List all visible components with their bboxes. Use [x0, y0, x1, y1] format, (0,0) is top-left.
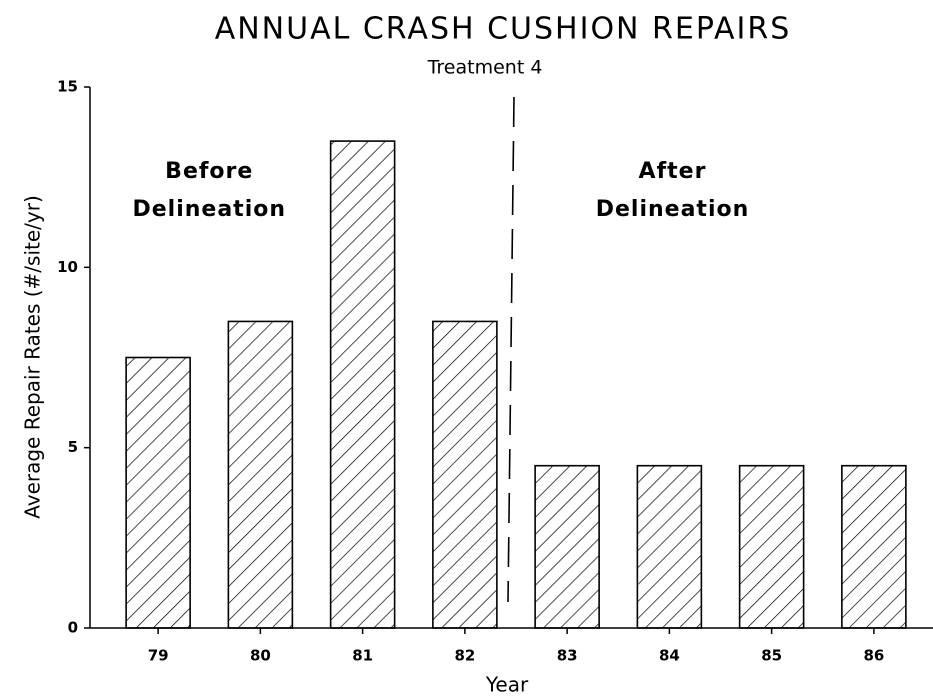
bar — [432, 320, 498, 629]
x-tick-label: 86 — [863, 647, 884, 665]
y-axis-label: Average Repair Rates (#/site/yr) — [21, 195, 45, 519]
chart-title: ANNUAL CRASH CUSHION REPAIRS — [215, 12, 792, 47]
y-tick-label: 0 — [68, 619, 78, 637]
x-tick-label: 81 — [352, 647, 373, 665]
x-axis-label: Year — [485, 673, 529, 697]
bar — [738, 464, 805, 629]
x-tick-label: 82 — [454, 647, 475, 665]
annotation: Delineation — [132, 197, 286, 222]
annotation: Before — [165, 159, 253, 184]
bar — [636, 464, 703, 629]
chart-subtitle: Treatment 4 — [427, 57, 543, 79]
annotation: After — [639, 159, 707, 184]
bar — [329, 140, 396, 629]
bar — [227, 320, 294, 629]
y-tick-label: 10 — [57, 258, 78, 276]
x-tick-label: 85 — [761, 647, 782, 665]
divider — [507, 96, 515, 603]
x-tick-label: 80 — [250, 647, 271, 665]
bar — [534, 464, 600, 629]
annotation: Delineation — [596, 197, 750, 222]
x-tick-label: 83 — [557, 647, 578, 665]
x-tick-label: 84 — [659, 647, 680, 665]
x-tick-label: 79 — [148, 647, 169, 665]
bar — [841, 464, 907, 629]
bar — [125, 356, 191, 629]
y-tick-label: 15 — [57, 78, 78, 96]
y-tick-label: 5 — [68, 438, 78, 456]
